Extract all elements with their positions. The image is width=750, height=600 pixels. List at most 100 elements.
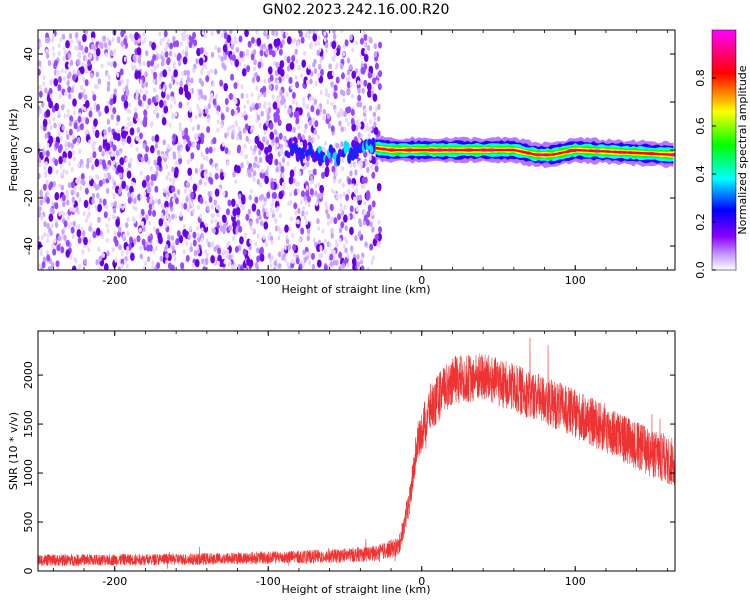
spectrogram-noise-speck <box>256 178 261 185</box>
spectrogram-noise-speck <box>302 102 306 108</box>
spectrogram-noise-speck <box>88 175 92 181</box>
spectrogram-noise-speck <box>208 176 213 184</box>
spectrogram-noise-speck <box>286 161 290 167</box>
spectrogram-noise-speck <box>216 212 220 218</box>
spectrogram-noise-speck <box>104 105 110 114</box>
spectrogram-noise-speck <box>187 193 191 199</box>
spectrogram-noise-speck <box>153 159 157 166</box>
spectrogram-noise-speck <box>267 235 271 241</box>
spectrogram-noise-speck <box>189 175 193 181</box>
spectrogram-noise-speck <box>49 230 53 237</box>
spectrogram-noise-speck <box>254 135 260 145</box>
spectrogram-noise-speck <box>121 130 126 139</box>
spectrogram-noise-speck <box>163 153 167 159</box>
spectrogram-noise-speck <box>114 257 118 263</box>
spectrogram-noise-speck <box>200 132 204 140</box>
spectrogram-noise-speck <box>318 253 322 259</box>
spectrogram-noise-speck <box>306 30 310 35</box>
spectrogram-noise-speck <box>218 186 222 192</box>
spectrogram-noise-speck <box>338 227 343 234</box>
spectrogram-noise-speck <box>228 93 233 101</box>
spectrogram-noise-speck <box>150 59 155 67</box>
spectrogram-noise-speck <box>300 36 305 44</box>
spectrogram-noise-speck <box>175 40 180 48</box>
spectrogram-noise-speck <box>368 105 373 112</box>
spectrogram-noise-speck <box>172 197 175 203</box>
spectrogram-noise-speck <box>76 69 81 76</box>
spectrogram-noise-speck <box>232 128 236 134</box>
spectrogram-noise-speck <box>103 134 107 140</box>
spectrogram-noise-speck <box>315 108 320 116</box>
spectrogram-noise-speck <box>343 204 347 210</box>
spectrogram-noise-speck <box>266 114 270 121</box>
spectrogram-noise-speck <box>329 260 334 267</box>
spectrogram-noise-speck <box>41 261 46 269</box>
spectrogram-noise-speck <box>45 48 49 54</box>
spectrogram-noise-speck <box>65 249 71 258</box>
spectrogram-noise-speck <box>185 254 190 262</box>
spectrogram-noise-speck <box>39 108 43 114</box>
spectrogram-noise-speck <box>302 158 306 164</box>
spectrogram-noise-speck <box>251 203 257 212</box>
spectrogram-noise-speck <box>302 249 306 256</box>
spectrogram-noise-speck <box>205 147 210 155</box>
spectrogram-noise-speck <box>61 124 65 131</box>
spectrogram-noise-speck <box>272 266 277 270</box>
spectrogram-noise-speck <box>87 211 91 217</box>
spectrogram-noise-speck <box>252 170 257 177</box>
spectrogram-noise-speck <box>256 75 261 83</box>
spectrogram-noise-speck <box>333 217 338 225</box>
spectrogram-noise-speck <box>133 197 137 205</box>
spectrogram-noise-speck <box>141 82 145 89</box>
spectrogram-noise-speck <box>236 146 241 154</box>
spectrogram-noise-speck <box>126 231 130 237</box>
spectrogram-noise-speck <box>80 226 84 232</box>
spectrogram-noise-speck <box>346 253 350 259</box>
spectrogram-noise-speck <box>38 157 42 164</box>
spectrogram-noise-speck <box>255 261 259 268</box>
spectrogram-noise-speck <box>303 215 307 221</box>
spectrogram-noise-speck <box>234 178 238 185</box>
spectrogram-noise-speck <box>216 110 220 116</box>
spectrogram-noise-speck <box>116 72 120 78</box>
spectrogram-noise-speck <box>65 169 69 176</box>
spectrogram-noise-speck <box>126 245 130 252</box>
spectrogram-noise-speck <box>376 115 381 122</box>
spectrogram-noise-speck <box>54 102 59 112</box>
spectrogram-noise-speck <box>300 73 303 79</box>
spectrogram-noise-speck <box>310 70 314 77</box>
spectrogram-noise-speck <box>217 54 221 60</box>
spectrogram-noise-speck <box>281 249 285 255</box>
spectrogram-noise-speck <box>182 56 188 65</box>
spectrogram-noise-speck <box>106 118 111 125</box>
spectrogram-noise-speck <box>172 133 177 141</box>
spectrogram-noise-speck <box>200 163 204 170</box>
spectrogram-noise-speck <box>360 133 364 139</box>
spectrogram-noise-speck <box>339 63 344 70</box>
spectrogram-noise-speck <box>137 99 142 107</box>
spectrogram-noise-speck <box>220 123 224 129</box>
spectrogram-noise-speck <box>202 154 206 160</box>
spectrogram-noise-speck <box>63 226 67 232</box>
spectrogram-noise-speck <box>151 260 155 266</box>
spectrogram-noise-speck <box>226 249 230 255</box>
spectrogram-noise-speck <box>77 209 81 216</box>
spectrogram-noise-speck <box>80 85 84 91</box>
spectrogram-noise-speck <box>227 240 231 246</box>
spectrogram-noise-speck <box>372 93 378 102</box>
spectrogram-noise-speck <box>46 191 50 197</box>
spectrogram-noise-speck <box>365 122 369 129</box>
spectrogram-noise-speck <box>165 209 169 215</box>
spectrogram-noise-speck <box>377 103 381 110</box>
spectrogram-noise-speck <box>93 118 98 127</box>
spectrogram-noise-speck <box>178 126 182 132</box>
spectrogram-noise-speck <box>322 163 325 169</box>
spectrogram-noise-speck <box>60 246 65 254</box>
spectrogram-noise-speck <box>106 36 110 42</box>
spectrogram-noise-speck <box>369 125 373 132</box>
spectrogram-noise-speck <box>142 142 146 150</box>
spectrogram-noise-speck <box>45 249 49 255</box>
spectrogram-noise-speck <box>293 188 298 196</box>
spectrogram-noise-speck <box>62 56 66 62</box>
spectrogram-noise-speck <box>315 30 319 34</box>
